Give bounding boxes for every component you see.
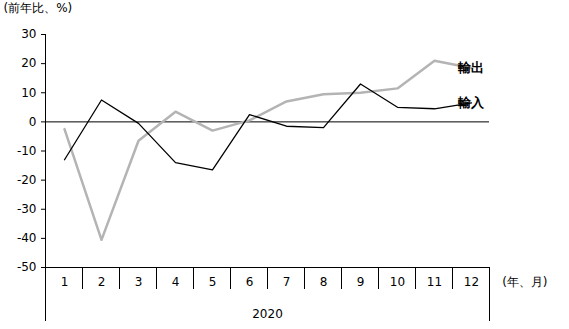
svg-text:-40: -40	[17, 231, 37, 245]
svg-text:3: 3	[135, 275, 143, 289]
svg-text:輸出: 輸出	[457, 60, 484, 75]
svg-text:輸入: 輸入	[457, 95, 485, 110]
svg-text:20: 20	[21, 56, 36, 70]
svg-text:-50: -50	[17, 260, 37, 274]
svg-text:30: 30	[21, 27, 36, 41]
svg-text:(前年比、%): (前年比、%)	[4, 1, 73, 15]
svg-text:8: 8	[320, 275, 328, 289]
svg-text:6: 6	[246, 275, 254, 289]
svg-text:9: 9	[357, 275, 365, 289]
svg-text:12: 12	[464, 275, 479, 289]
svg-text:7: 7	[283, 275, 291, 289]
svg-text:1: 1	[61, 275, 69, 289]
svg-text:-20: -20	[17, 173, 37, 187]
svg-text:-30: -30	[17, 202, 37, 216]
svg-text:10: 10	[390, 275, 405, 289]
svg-text:11: 11	[427, 275, 442, 289]
svg-text:5: 5	[209, 275, 217, 289]
svg-text:10: 10	[21, 86, 36, 100]
svg-text:4: 4	[172, 275, 180, 289]
svg-text:(年、月): (年、月)	[502, 275, 547, 289]
svg-text:0: 0	[29, 115, 37, 129]
svg-text:2020: 2020	[252, 307, 283, 321]
svg-text:2: 2	[98, 275, 106, 289]
svg-text:-10: -10	[17, 144, 37, 158]
